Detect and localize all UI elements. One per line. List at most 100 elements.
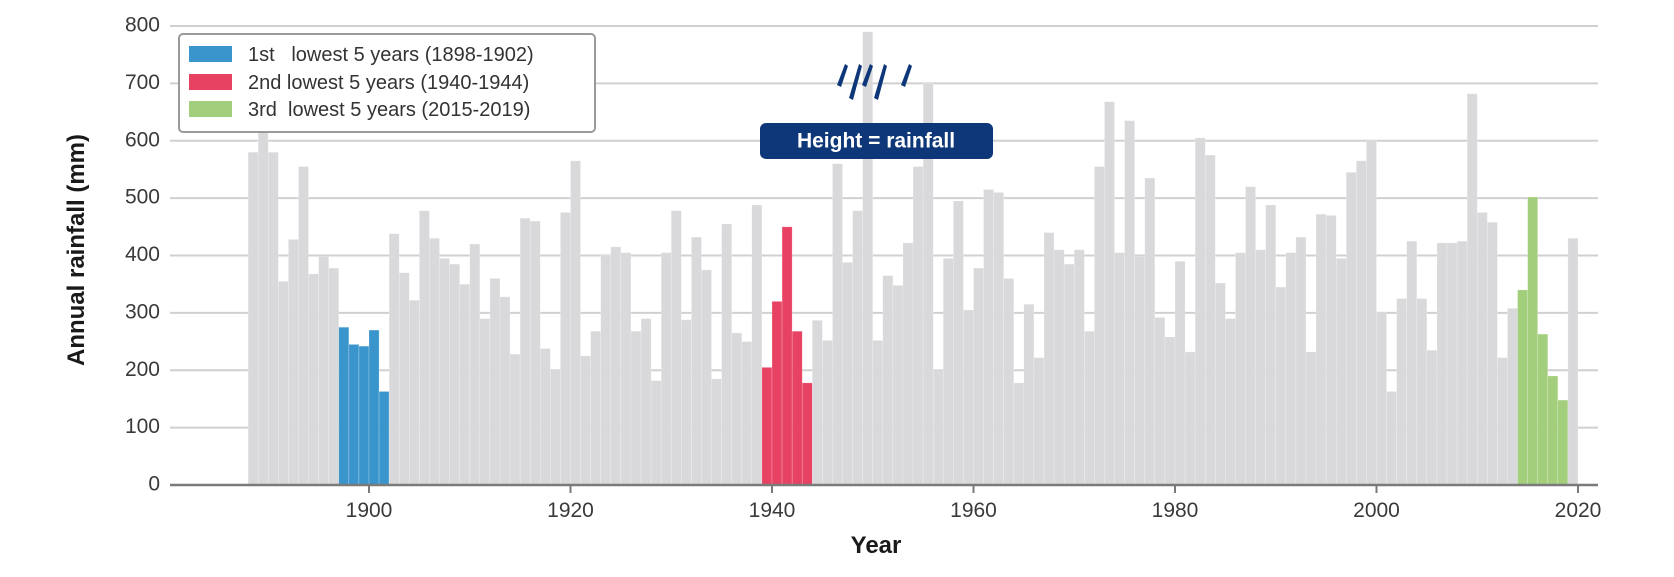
bar-1932	[681, 319, 692, 486]
bar-2005	[1416, 298, 1428, 486]
bar-1954	[902, 242, 914, 486]
legend-label-3: 3rd lowest 5 years (2015-2019)	[248, 99, 530, 121]
bar-1906	[419, 210, 430, 486]
bar-1893	[288, 239, 299, 486]
bar-1986	[1225, 318, 1236, 486]
bar-1912	[479, 318, 491, 486]
bar-1891	[267, 151, 279, 486]
y-tick-label-800: 800	[125, 14, 160, 37]
bar-1914	[499, 296, 511, 486]
bar-1920	[560, 212, 571, 486]
legend-label-2: 2nd lowest 5 years (1940-1944)	[248, 72, 529, 94]
bar-1989	[1255, 249, 1266, 486]
bar-1971	[1073, 249, 1085, 486]
bar-1900	[358, 345, 370, 486]
bar-2009	[1456, 240, 1468, 486]
bar-1997	[1335, 258, 1347, 486]
bar-1921	[570, 160, 581, 486]
bar-1927	[630, 330, 642, 486]
bar-1926	[620, 252, 632, 486]
bar-1985	[1215, 282, 1226, 486]
bar-1934	[701, 269, 712, 486]
bar-1987	[1235, 252, 1246, 486]
x-tick-labels: 1900 1920 1940 1960 1980 2000 2020	[346, 499, 1602, 522]
bar-1933	[691, 236, 702, 486]
bar-1935	[711, 378, 722, 486]
bar-1945	[811, 320, 823, 486]
y-tick-label-200: 200	[125, 358, 160, 381]
bar-2019	[1557, 399, 1569, 486]
bar-1955	[912, 166, 924, 486]
x-tick-label-2020: 2020	[1555, 499, 1602, 522]
bar-1949	[852, 210, 863, 486]
bar-1953	[892, 285, 904, 486]
x-tick-label-2000: 2000	[1353, 499, 1400, 522]
legend-label-1: 1st lowest 5 years (1898-1902)	[248, 44, 534, 66]
bar-1925	[610, 246, 622, 486]
bar-2006	[1426, 349, 1438, 486]
legend-swatch-1	[189, 46, 232, 62]
bar-1961	[973, 267, 984, 486]
bar-1915	[509, 353, 521, 486]
bar-1988	[1245, 186, 1256, 486]
bar-1965	[1013, 382, 1025, 486]
bar-1892	[278, 281, 289, 486]
bar-1979	[1154, 317, 1166, 486]
bar-2012	[1487, 221, 1498, 486]
bar-1923	[590, 330, 602, 486]
bar-1918	[539, 348, 551, 486]
bar-2001	[1376, 311, 1387, 486]
bar-1947	[832, 163, 843, 486]
bar-1948	[842, 262, 853, 486]
bar-1901	[368, 329, 380, 486]
bar-1974	[1104, 101, 1115, 486]
bar-1910	[459, 283, 471, 486]
x-tick-label-1980: 1980	[1152, 499, 1199, 522]
bar-2000	[1366, 139, 1377, 486]
callout-text: Height = rainfall	[797, 130, 955, 153]
bar-2002	[1386, 391, 1397, 486]
bar-1962	[983, 189, 994, 486]
bar-1963	[993, 192, 1005, 486]
y-tick-label-400: 400	[125, 243, 160, 266]
bar-2007	[1436, 242, 1448, 486]
bar-1902	[378, 391, 390, 486]
bar-1919	[550, 368, 561, 486]
bar-1905	[408, 299, 420, 486]
bar-1908	[439, 258, 450, 486]
bar-2003	[1396, 298, 1408, 486]
bar-1960	[963, 309, 974, 486]
legend-swatch-3	[189, 101, 232, 117]
bar-2020	[1567, 237, 1579, 486]
bar-1936	[721, 223, 733, 486]
bar-1972	[1084, 330, 1095, 486]
x-tick-label-1920: 1920	[547, 499, 594, 522]
bar-1943	[791, 330, 803, 486]
bar-1897	[328, 267, 340, 486]
bar-1982	[1184, 351, 1196, 486]
bar-1990	[1265, 204, 1277, 486]
legend-box	[178, 33, 596, 133]
x-tick-label-1940: 1940	[749, 499, 796, 522]
height-callout: Height = rainfall	[760, 123, 993, 159]
rain-icon	[837, 64, 912, 100]
y-tick-label-700: 700	[125, 71, 160, 94]
x-axis-title: Year	[851, 532, 902, 559]
bar-1998	[1345, 172, 1357, 486]
bar-1899	[348, 344, 360, 486]
bar-1890	[257, 111, 269, 486]
bar-1984	[1204, 154, 1216, 486]
bar-1992	[1285, 252, 1297, 486]
bar-1994	[1305, 351, 1317, 486]
y-tick-label-500: 500	[125, 186, 160, 209]
bar-1898	[338, 326, 350, 486]
bar-1930	[660, 252, 672, 486]
bar-1980	[1164, 336, 1176, 486]
bar-1951	[872, 340, 884, 486]
bar-1940	[761, 367, 773, 486]
bar-1904	[398, 272, 410, 486]
x-tick-label-1900: 1900	[346, 499, 393, 522]
bar-1952	[882, 275, 894, 486]
bar-1950	[862, 31, 874, 486]
